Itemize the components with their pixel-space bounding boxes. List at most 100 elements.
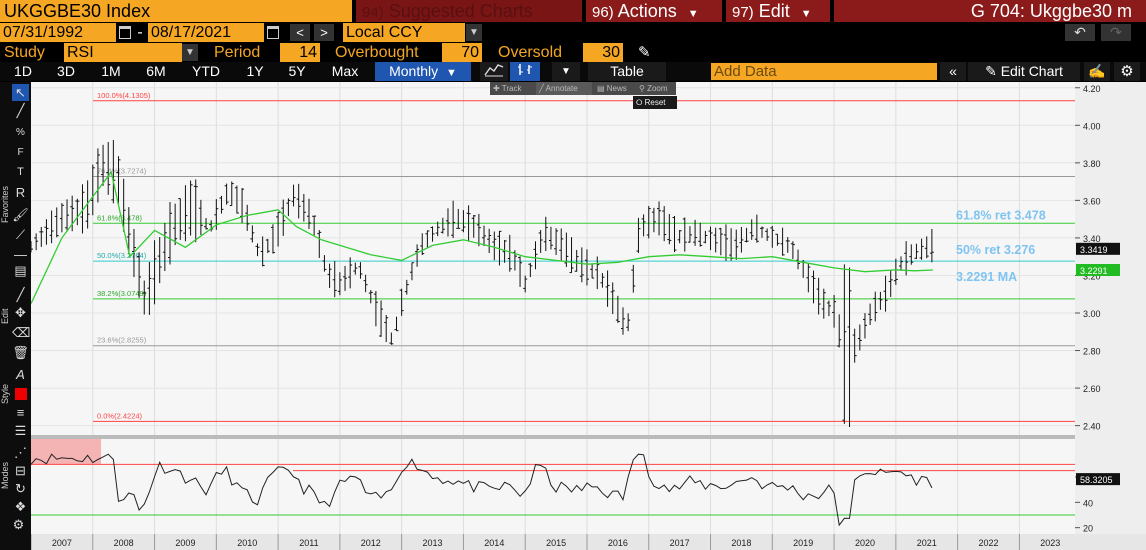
- period-input[interactable]: 14: [280, 43, 320, 62]
- calendar-icon[interactable]: [119, 26, 131, 39]
- add-data-input[interactable]: Add Data: [711, 63, 937, 80]
- rsi-tick-label: 20: [1083, 524, 1093, 534]
- period-6m-button[interactable]: 6M: [146, 63, 166, 79]
- period-max-button[interactable]: Max: [331, 63, 359, 79]
- channel-icon[interactable]: ▤: [14, 263, 27, 278]
- line-width-icon[interactable]: ≡: [16, 405, 25, 420]
- gear-icon[interactable]: ⚙: [12, 517, 25, 532]
- refresh-icon[interactable]: ↻: [15, 481, 26, 496]
- chart-annotation: 3.2291 MA: [956, 270, 1017, 284]
- period-5y-button[interactable]: 5Y: [288, 63, 306, 79]
- move-icon[interactable]: ✥: [15, 305, 26, 320]
- font-icon[interactable]: A: [16, 367, 25, 382]
- line-draw-icon[interactable]: ╱: [16, 103, 25, 118]
- edit-number: 97): [732, 4, 754, 21]
- window-title: G 704: Ukggbe30 m: [834, 0, 1146, 22]
- y-tick-label: 2.60: [1083, 384, 1101, 394]
- overbought-input[interactable]: 70: [442, 43, 482, 62]
- x-tick-label: 2014: [484, 538, 504, 548]
- collapse-icon[interactable]: «: [940, 62, 966, 81]
- text-tool-icon[interactable]: T: [17, 166, 24, 178]
- frequency-select[interactable]: Monthly ▼: [375, 62, 471, 81]
- edit-chart-label: Edit Chart: [1000, 63, 1063, 79]
- redo-button[interactable]: ↷: [1101, 24, 1131, 41]
- date-separator: -: [137, 24, 143, 41]
- fibonacci-icon[interactable]: F: [17, 147, 24, 158]
- period-1m-button[interactable]: 1M: [101, 63, 121, 79]
- edit-chart-button[interactable]: ✎ Edit Chart: [968, 62, 1080, 81]
- hatch-icon[interactable]: ⋰: [14, 445, 27, 460]
- period-3d-button[interactable]: 3D: [57, 63, 75, 79]
- fib-level-label: 38.2%(3.0749): [97, 289, 147, 298]
- brush-icon[interactable]: 🖌: [12, 207, 29, 222]
- chevron-down-icon[interactable]: ▼: [552, 62, 580, 81]
- chevron-down-icon[interactable]: ▼: [182, 44, 198, 61]
- x-axis-background: [31, 534, 1146, 550]
- zoom-button[interactable]: ⚲ Zoom: [639, 84, 668, 93]
- palette-icon[interactable]: ❖: [14, 499, 27, 514]
- period-ytd-button[interactable]: YTD: [192, 63, 220, 79]
- calendar-icon[interactable]: [267, 26, 279, 39]
- rsi-last-label: 58.3205: [1080, 475, 1113, 485]
- edit-menu[interactable]: 97) Edit ▼: [726, 0, 830, 22]
- retracement-icon[interactable]: R: [15, 185, 26, 200]
- chart-toolbar: 1D 3D 1M 6M YTD 1Y 5Y Max Monthly ▼ ▼ Ta…: [0, 62, 1146, 81]
- news-button[interactable]: ▤ News: [597, 84, 627, 93]
- suggested-charts-menu[interactable]: 94) Suggested Charts: [356, 0, 582, 22]
- x-tick-label: 2007: [52, 538, 72, 548]
- annotate-button[interactable]: ╱ Annotate: [536, 82, 592, 95]
- period-1d-button[interactable]: 1D: [14, 63, 32, 79]
- trash-icon[interactable]: 🗑: [12, 345, 29, 360]
- rsi-panel-background: [31, 439, 1075, 534]
- gear-icon[interactable]: ⚙: [1114, 62, 1140, 81]
- modes-icon[interactable]: ⊟: [15, 463, 26, 478]
- undo-button[interactable]: ↶: [1065, 24, 1095, 41]
- moving-average-line: [30, 170, 933, 304]
- x-tick-label: 2021: [917, 538, 937, 548]
- fib-level-label: 23.6%(2.8255): [97, 336, 147, 345]
- percent-icon[interactable]: %: [16, 127, 25, 138]
- prev-period-button[interactable]: <: [290, 24, 310, 41]
- x-tick-label: 2019: [793, 538, 813, 548]
- pencil-icon[interactable]: ✎: [638, 44, 651, 61]
- ticker-field[interactable]: UKGGBE30 Index: [0, 0, 352, 22]
- actions-menu[interactable]: 96) Actions ▼: [586, 0, 722, 22]
- chart-area[interactable]: 100.0%(4.1305) 76.4%(3.7274) 61.8%(3.478) 5…: [29, 82, 1146, 550]
- reset-label: Reset: [644, 98, 666, 107]
- erase-icon[interactable]: ⌫: [12, 325, 31, 340]
- chart-annotation: 50% ret 3.276: [956, 243, 1035, 257]
- next-period-button[interactable]: >: [314, 24, 334, 41]
- oversold-input[interactable]: 30: [583, 43, 623, 62]
- x-tick-label: 2017: [670, 538, 690, 548]
- fib-level-label: 61.8%(3.478): [97, 213, 143, 222]
- bar-chart-icon[interactable]: [510, 62, 540, 81]
- y-tick-label: 2.40: [1083, 422, 1101, 432]
- line-style-icon[interactable]: ☰: [14, 423, 27, 438]
- x-tick-label: 2020: [855, 538, 875, 548]
- period-1y-button[interactable]: 1Y: [246, 63, 264, 79]
- y-tick-label: 3.80: [1083, 159, 1101, 169]
- ma-flag-label: 3.2291: [1080, 266, 1108, 276]
- fib-level-label: 100.0%(4.1305): [97, 91, 151, 100]
- end-date-input[interactable]: 08/17/2021: [148, 23, 264, 42]
- track-button[interactable]: ✚ Track: [493, 84, 522, 93]
- study-select[interactable]: RSI: [64, 43, 182, 62]
- pointer-icon[interactable]: ↖: [12, 84, 29, 101]
- x-tick-label: 2012: [361, 538, 381, 548]
- horizontal-line-icon[interactable]: —: [14, 247, 27, 262]
- x-tick-label: 2022: [978, 538, 998, 548]
- fib-level-label: 76.4%(3.7274): [97, 166, 147, 175]
- x-tick-label: 2009: [175, 538, 195, 548]
- color-icon[interactable]: [12, 386, 29, 403]
- currency-select[interactable]: Local CCY: [343, 23, 465, 42]
- chevron-down-icon: ▼: [446, 67, 457, 79]
- drawing-edit-icon[interactable]: ✍: [1084, 62, 1110, 81]
- reset-button[interactable]: ⭘ Reset: [633, 96, 677, 109]
- line-chart-icon[interactable]: [480, 62, 508, 81]
- table-button[interactable]: Table: [588, 62, 666, 81]
- start-date-input[interactable]: 07/31/1992: [0, 23, 116, 42]
- chevron-down-icon[interactable]: ▼: [466, 24, 482, 41]
- draw-line-icon[interactable]: ╱: [16, 287, 25, 302]
- edit-label: Edit: [0, 308, 10, 324]
- trend-line-icon[interactable]: ⟋: [15, 227, 26, 242]
